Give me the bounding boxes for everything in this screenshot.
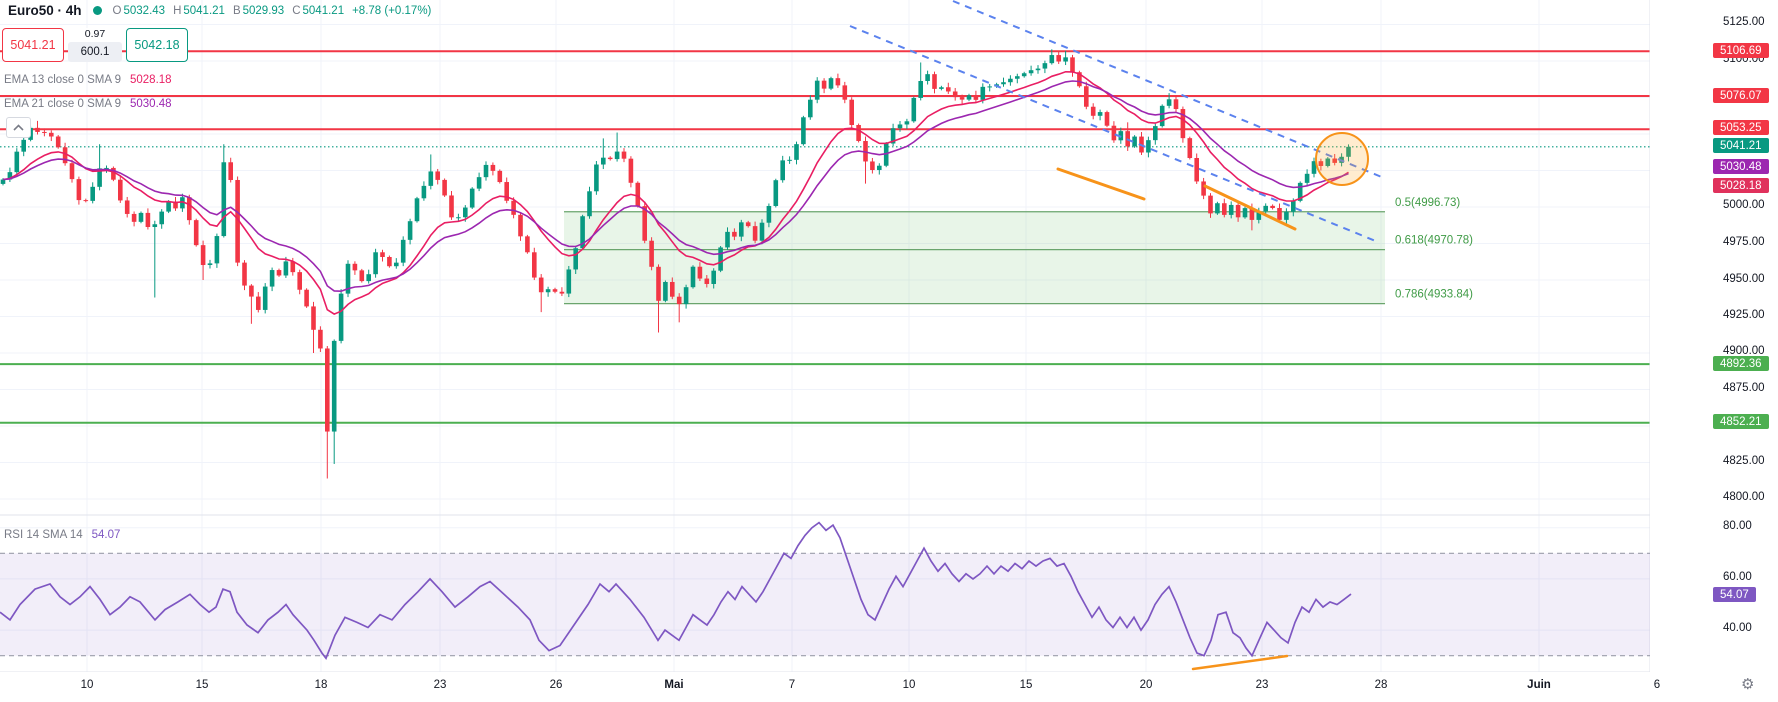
low-value: 5029.93 xyxy=(242,4,285,17)
ema13-legend-row[interactable]: EMA 13 close 0 SMA 9 5028.18 xyxy=(4,74,172,86)
time-axis-label: 15 xyxy=(1019,679,1033,691)
time-axis-label: Mai xyxy=(664,679,684,691)
ema13-label: EMA 13 close 0 SMA 9 xyxy=(4,74,121,86)
price-axis-label: 60.00 xyxy=(1723,571,1752,583)
candlestick-series xyxy=(0,49,1351,479)
order-quantity-block: 0.97 600.1 xyxy=(68,28,122,62)
close-value: 5041.21 xyxy=(302,4,345,17)
highlight-circle xyxy=(1315,132,1369,186)
price-axis-badge: 5053.25 xyxy=(1713,120,1769,135)
fib-level-label: 0.786(4933.84) xyxy=(1395,289,1473,301)
price-axis-label: 4875.00 xyxy=(1723,382,1765,394)
price-axis-badge: 5030.48 xyxy=(1713,159,1769,174)
price-axis-badge: 54.07 xyxy=(1713,587,1756,602)
time-axis-label: Juin xyxy=(1527,679,1551,691)
high-label: H xyxy=(173,4,182,17)
time-axis-label: 10 xyxy=(80,679,94,691)
change-value: +8.78 (+0.17%) xyxy=(352,4,432,17)
quantity-field[interactable]: 600.1 xyxy=(68,42,122,62)
price-axis-badge: 4892.36 xyxy=(1713,356,1769,371)
low-label: B xyxy=(232,4,241,17)
time-axis-label: 6 xyxy=(1653,679,1661,691)
close-label: C xyxy=(292,4,301,17)
price-axis-label: 4975.00 xyxy=(1723,236,1765,248)
symbol-legend: Euro50 · 4h O 5032.43 H 5041.21 B 5029.93 C… xyxy=(8,3,431,18)
rsi-legend-row[interactable]: RSI 14 SMA 14 54.07 xyxy=(4,529,120,541)
ema21-line xyxy=(2,80,1349,293)
price-axis-badge: 5028.18 xyxy=(1713,178,1769,193)
fib-level-label: 0.5(4996.73) xyxy=(1395,197,1460,209)
ema21-label: EMA 21 close 0 SMA 9 xyxy=(4,98,121,110)
buy-button[interactable]: 5042.18 xyxy=(126,28,188,62)
fib-level-label: 0.618(4970.78) xyxy=(1395,235,1473,247)
ema21-value: 5030.48 xyxy=(129,98,172,110)
price-axis-label: 5125.00 xyxy=(1723,16,1765,28)
chevron-up-icon xyxy=(13,124,24,131)
ema13-line xyxy=(2,70,1349,315)
time-axis-label: 28 xyxy=(1374,679,1388,691)
ohlc-values: O 5032.43 H 5041.21 B 5029.93 C 5041.21 +8.7… xyxy=(113,5,432,17)
symbol-title[interactable]: Euro50 · 4h xyxy=(8,3,82,18)
time-axis-label: 7 xyxy=(788,679,796,691)
time-axis-label: 18 xyxy=(314,679,328,691)
price-axis-badge: 5106.69 xyxy=(1713,43,1769,58)
sell-button[interactable]: 5041.21 xyxy=(2,28,64,62)
open-label: O xyxy=(112,4,122,17)
order-widget: 5041.21 0.97 600.1 5042.18 xyxy=(2,28,188,62)
price-axis-badge: 5041.21 xyxy=(1713,138,1769,153)
price-axis-badge: 5076.07 xyxy=(1713,88,1769,103)
spread-value: 0.97 xyxy=(68,28,122,42)
time-axis-label: 26 xyxy=(549,679,563,691)
price-axis[interactable]: 5125.00 5100.00 5000.00 4975.00 4950.00 4925.… xyxy=(1650,0,1778,672)
price-axis-label: 4925.00 xyxy=(1723,309,1765,321)
price-axis-label: 4825.00 xyxy=(1723,455,1765,467)
price-axis-label: 4900.00 xyxy=(1723,345,1765,357)
time-axis[interactable]: 10 15 18 23 26 Mai 7 10 15 20 23 28 Juin 6 ⚙ xyxy=(0,672,1778,702)
rsi-value: 54.07 xyxy=(91,529,121,541)
gear-icon[interactable]: ⚙ xyxy=(1741,676,1755,693)
ema21-legend-row[interactable]: EMA 21 close 0 SMA 9 5030.48 xyxy=(4,98,172,110)
time-axis-label: 23 xyxy=(1255,679,1269,691)
time-axis-label: 15 xyxy=(195,679,209,691)
price-axis-label: 4950.00 xyxy=(1723,273,1765,285)
legend-collapse-button[interactable] xyxy=(6,117,31,138)
ema13-value: 5028.18 xyxy=(129,74,172,86)
high-value: 5041.21 xyxy=(183,4,225,17)
price-axis-label: 5000.00 xyxy=(1723,199,1765,211)
rsi-line xyxy=(0,521,1352,661)
price-axis-badge: 4852.21 xyxy=(1713,414,1769,429)
price-axis-label: 40.00 xyxy=(1723,622,1752,634)
price-axis-label: 4800.00 xyxy=(1723,491,1765,503)
time-axis-label: 20 xyxy=(1139,679,1153,691)
rsi-label: RSI 14 SMA 14 xyxy=(4,529,83,541)
time-axis-label: 23 xyxy=(433,679,447,691)
open-value: 5032.43 xyxy=(123,4,166,17)
time-axis-label: 10 xyxy=(902,679,916,691)
price-axis-label: 80.00 xyxy=(1723,520,1752,532)
market-status-icon xyxy=(92,6,102,15)
